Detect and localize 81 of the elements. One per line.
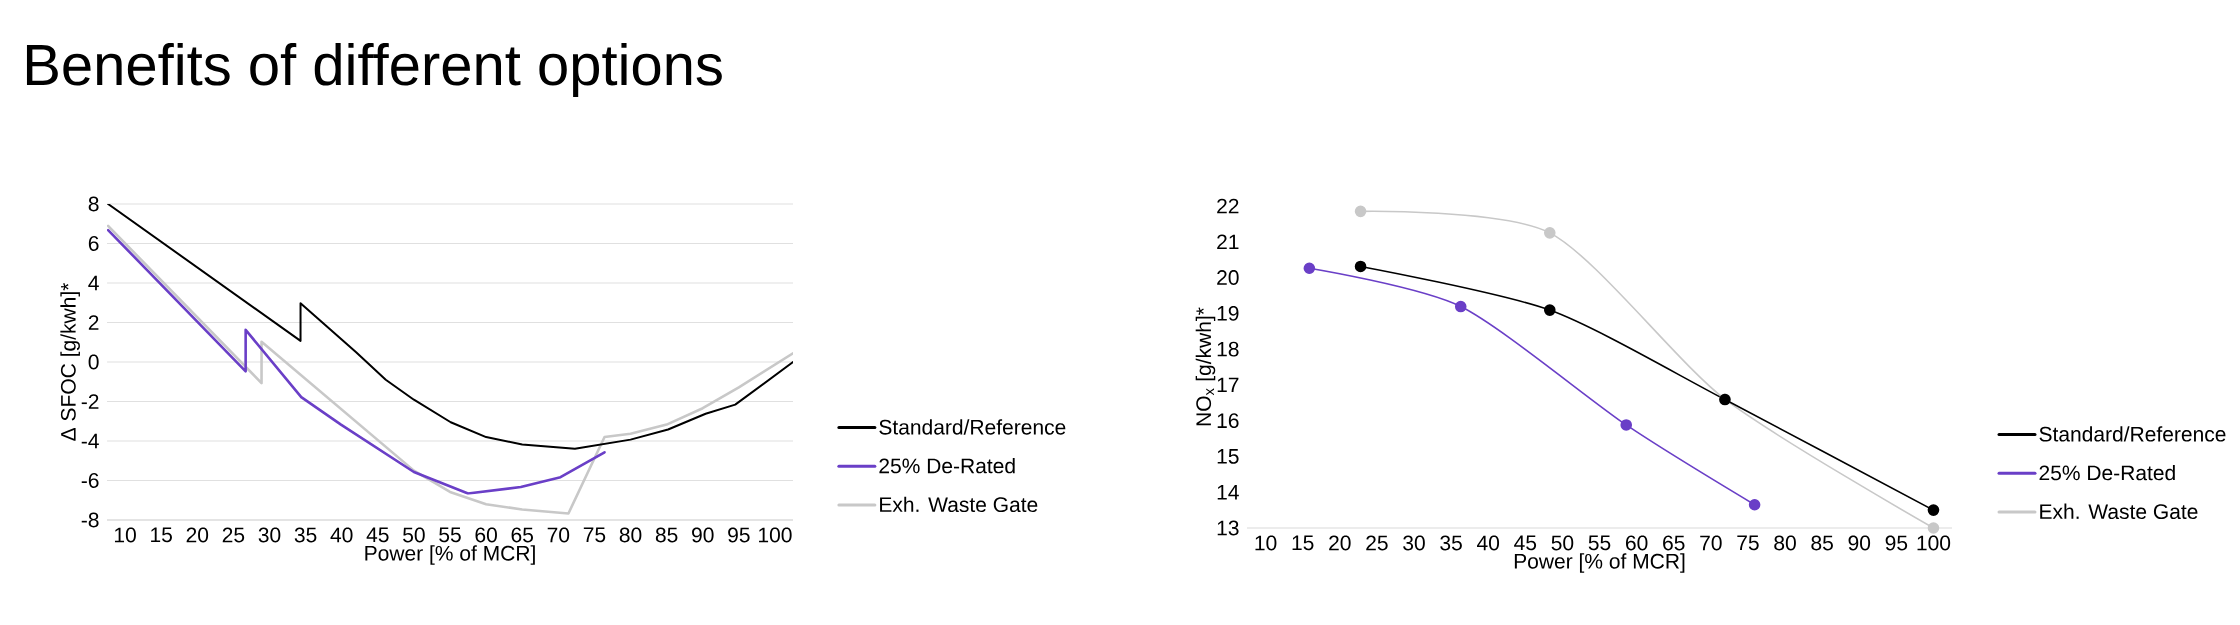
x-tick-label: 50: [1551, 535, 1574, 551]
x-tick-label: 80: [1774, 535, 1796, 551]
x-tick-label: 65: [1663, 535, 1685, 551]
x-tick-label: 100: [1917, 535, 1951, 551]
y-axis-title: NO$_{x}$ [g/kwh]*: [1195, 307, 1216, 426]
y-tick-label: -4: [81, 433, 99, 449]
x-tick-label: 80: [619, 527, 642, 543]
y-tick-label: 16: [1217, 413, 1239, 429]
line-series: [107, 228, 606, 495]
legend-label: Exh. Waste Gate: [2040, 503, 2198, 520]
x-axis-title: Power [% of MCR]: [365, 545, 535, 565]
x-tick-label: 100: [759, 527, 792, 543]
point: [1748, 498, 1761, 511]
y-tick-label: 2: [88, 315, 99, 330]
point: [1454, 300, 1467, 313]
x-tick-label: 70: [1700, 535, 1722, 551]
line-series: [107, 204, 793, 450]
y-tick-label: 18: [1217, 341, 1239, 357]
y-tick-label: 8: [88, 196, 99, 212]
x-tick-label: 15: [151, 527, 172, 543]
x-tick-label: 15: [1292, 535, 1314, 551]
legend-label: 25% De-Rated: [2039, 464, 2175, 481]
y-tick-label: 13: [1217, 520, 1239, 536]
point: [1354, 260, 1367, 273]
x-tick-label: 85: [655, 527, 678, 543]
y-tick-label: 20: [1217, 270, 1239, 285]
x-tick-label: 65: [511, 527, 533, 543]
x-axis-title: Power [% of MCR]: [1514, 553, 1685, 573]
y-tick-label: 17: [1217, 377, 1239, 393]
y-tick-label: 4: [88, 275, 99, 291]
x-tick-label: 70: [547, 527, 570, 543]
y-tick-label: -2: [81, 394, 99, 409]
legend-label: Standard/Reference: [2039, 426, 2226, 442]
y-tick-label: 19: [1217, 305, 1239, 321]
y-tick-label: 22: [1217, 198, 1239, 214]
point: [1543, 227, 1556, 239]
legend-label: Exh. Waste Gate: [880, 496, 1038, 513]
y-tick-label: 6: [88, 236, 99, 251]
x-tick-label: 50: [403, 527, 425, 543]
x-tick-label: 10: [114, 527, 136, 543]
x-tick-label: 75: [583, 527, 606, 543]
x-tick-label: 25: [222, 527, 245, 543]
point: [1543, 304, 1556, 316]
x-tick-label: 20: [186, 527, 209, 543]
x-tick-label: 75: [1737, 535, 1759, 551]
y-tick-label: -8: [81, 512, 99, 528]
x-tick-label: 30: [1403, 535, 1425, 551]
x-tick-label: 25: [1366, 535, 1388, 551]
x-tick-label: 85: [1811, 535, 1833, 551]
x-tick-label: 35: [294, 527, 317, 543]
x-tick-label: 90: [1848, 535, 1871, 551]
x-tick-label: 45: [366, 527, 389, 543]
x-tick-label: 35: [1440, 535, 1462, 551]
x-tick-label: 95: [1885, 535, 1908, 551]
y-tick-label: 14: [1217, 485, 1239, 500]
x-tick-label: 55: [1588, 535, 1611, 551]
line-series: [107, 224, 793, 515]
x-tick-label: 55: [439, 527, 461, 543]
legend-label: Standard/Reference: [879, 419, 1066, 435]
x-tick-label: 60: [1626, 535, 1648, 551]
y-tick-label: -6: [81, 473, 99, 488]
x-tick-label: 20: [1329, 535, 1351, 551]
chart-title: Benefits of different options: [26, 42, 722, 98]
point: [1354, 205, 1367, 218]
x-tick-label: 40: [1477, 535, 1500, 551]
y-axis-title: Δ SFOC [g/kwh]*: [60, 282, 80, 441]
x-tick-label: 30: [258, 527, 281, 543]
point: [1927, 504, 1940, 516]
point: [1303, 262, 1316, 275]
x-tick-label: 40: [330, 527, 353, 543]
y-tick-label: 0: [88, 354, 99, 370]
x-tick-label: 90: [692, 527, 714, 543]
x-tick-label: 95: [728, 527, 750, 543]
y-tick-label: 21: [1217, 234, 1239, 250]
x-tick-label: 60: [475, 527, 497, 543]
x-tick-label: 45: [1514, 535, 1537, 551]
point: [1620, 419, 1633, 431]
legend-label: 25% De-Rated: [879, 457, 1015, 474]
x-tick-label: 10: [1255, 535, 1277, 551]
point: [1927, 522, 1940, 534]
y-tick-label: 15: [1217, 449, 1239, 464]
